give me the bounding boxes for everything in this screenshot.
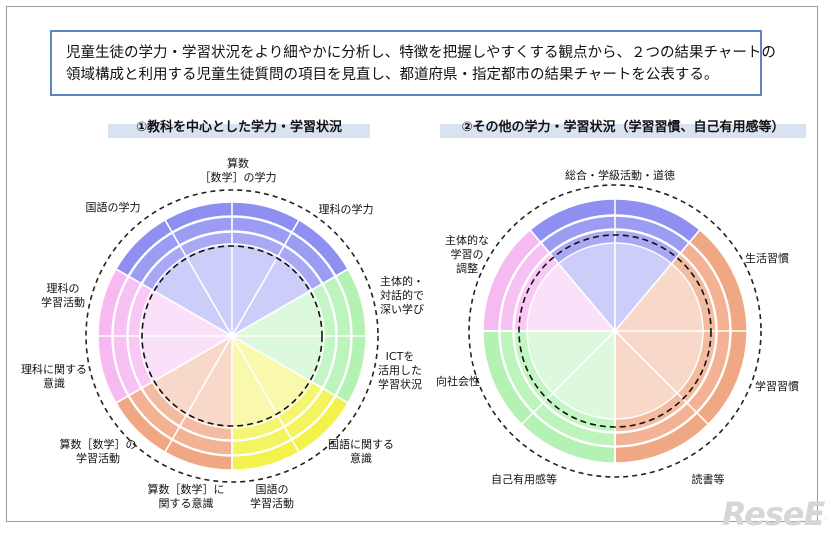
label-sansu-gakuryoku: 算数 ［数学］の学力: [199, 157, 277, 184]
left-wheel-chart: [85, 189, 379, 483]
intro-box: 児童生徒の学力・学習状況をより細やかに分析し、特徴を把握しやすくする観点から、２…: [50, 30, 776, 96]
left-divider-4: [231, 268, 349, 337]
left-divider-10: [115, 335, 233, 404]
label-dokusho: 読書等: [691, 473, 725, 486]
left-divider-6: [231, 335, 349, 404]
label-rika-gakushu: 理科の 学習活動: [41, 282, 85, 309]
intro-line-2: 領域構成と利用する児童生徒質問の項目を見直し、都道府県・指定都市の結果チャートを…: [66, 67, 719, 83]
label-seikatsu: 生活習慣: [745, 252, 789, 265]
left-outer-dashed-ring: [85, 189, 379, 483]
left-inner-dashed-ring: [141, 245, 323, 427]
left-divider-7: [231, 335, 300, 453]
right-divider-0: [529, 229, 616, 332]
left-divider-3: [231, 219, 300, 337]
label-shutai-chosei: 主体的な 学習の 調整: [445, 234, 489, 275]
label-sogo: 総合・学級活動・道徳: [565, 169, 675, 182]
left-chart-title: ①教科を中心とした学力・学習状況: [108, 116, 370, 140]
left-divider-0: [115, 268, 233, 337]
label-kokugo-ishiki: 国語に関する 意識: [328, 438, 394, 465]
resemom-logo: ReseEd: [722, 495, 826, 533]
right-wheel-chart: [468, 184, 762, 478]
intro-line-1: 児童生徒の学力・学習状況をより細やかに分析し、特徴を把握しやすくする観点から、２…: [66, 45, 776, 61]
right-inner-dashed-ring: [518, 234, 712, 428]
label-rika-gakuryoku: 理科の学力: [318, 203, 374, 216]
label-sansu-ishiki: 算数［数学］に 関する意識: [147, 483, 225, 510]
right-divider-2: [614, 229, 701, 332]
label-sansu-gakushu: 算数［数学］の 学習活動: [59, 438, 137, 465]
label-shutai-taiwa: 主体的・ 対話的で 深い学び: [380, 275, 424, 316]
label-rika-ishiki: 理科に関する 意識: [21, 363, 87, 390]
left-divider-9: [164, 335, 233, 453]
label-jiko: 自己有用感等: [491, 473, 557, 486]
label-kokugo-gakuryoku: 国語の学力: [85, 201, 141, 214]
right-divider-4: [614, 330, 709, 425]
label-ict: ICTを 活用した 学習状況: [378, 350, 422, 391]
label-kokugo-gakushu: 国語の 学習活動: [250, 483, 294, 510]
label-gakushu-shukan: 学習習慣: [755, 380, 799, 393]
left-divider-1: [164, 219, 233, 337]
right-chart-title: ②その他の学力・学習状況（学習習慣、自己有用感等）: [440, 116, 806, 140]
outer-frame: [6, 6, 818, 522]
label-shakaisei: 向社会性: [436, 375, 480, 388]
right-divider-6: [521, 330, 616, 425]
right-outer-dashed-ring: [468, 184, 762, 478]
